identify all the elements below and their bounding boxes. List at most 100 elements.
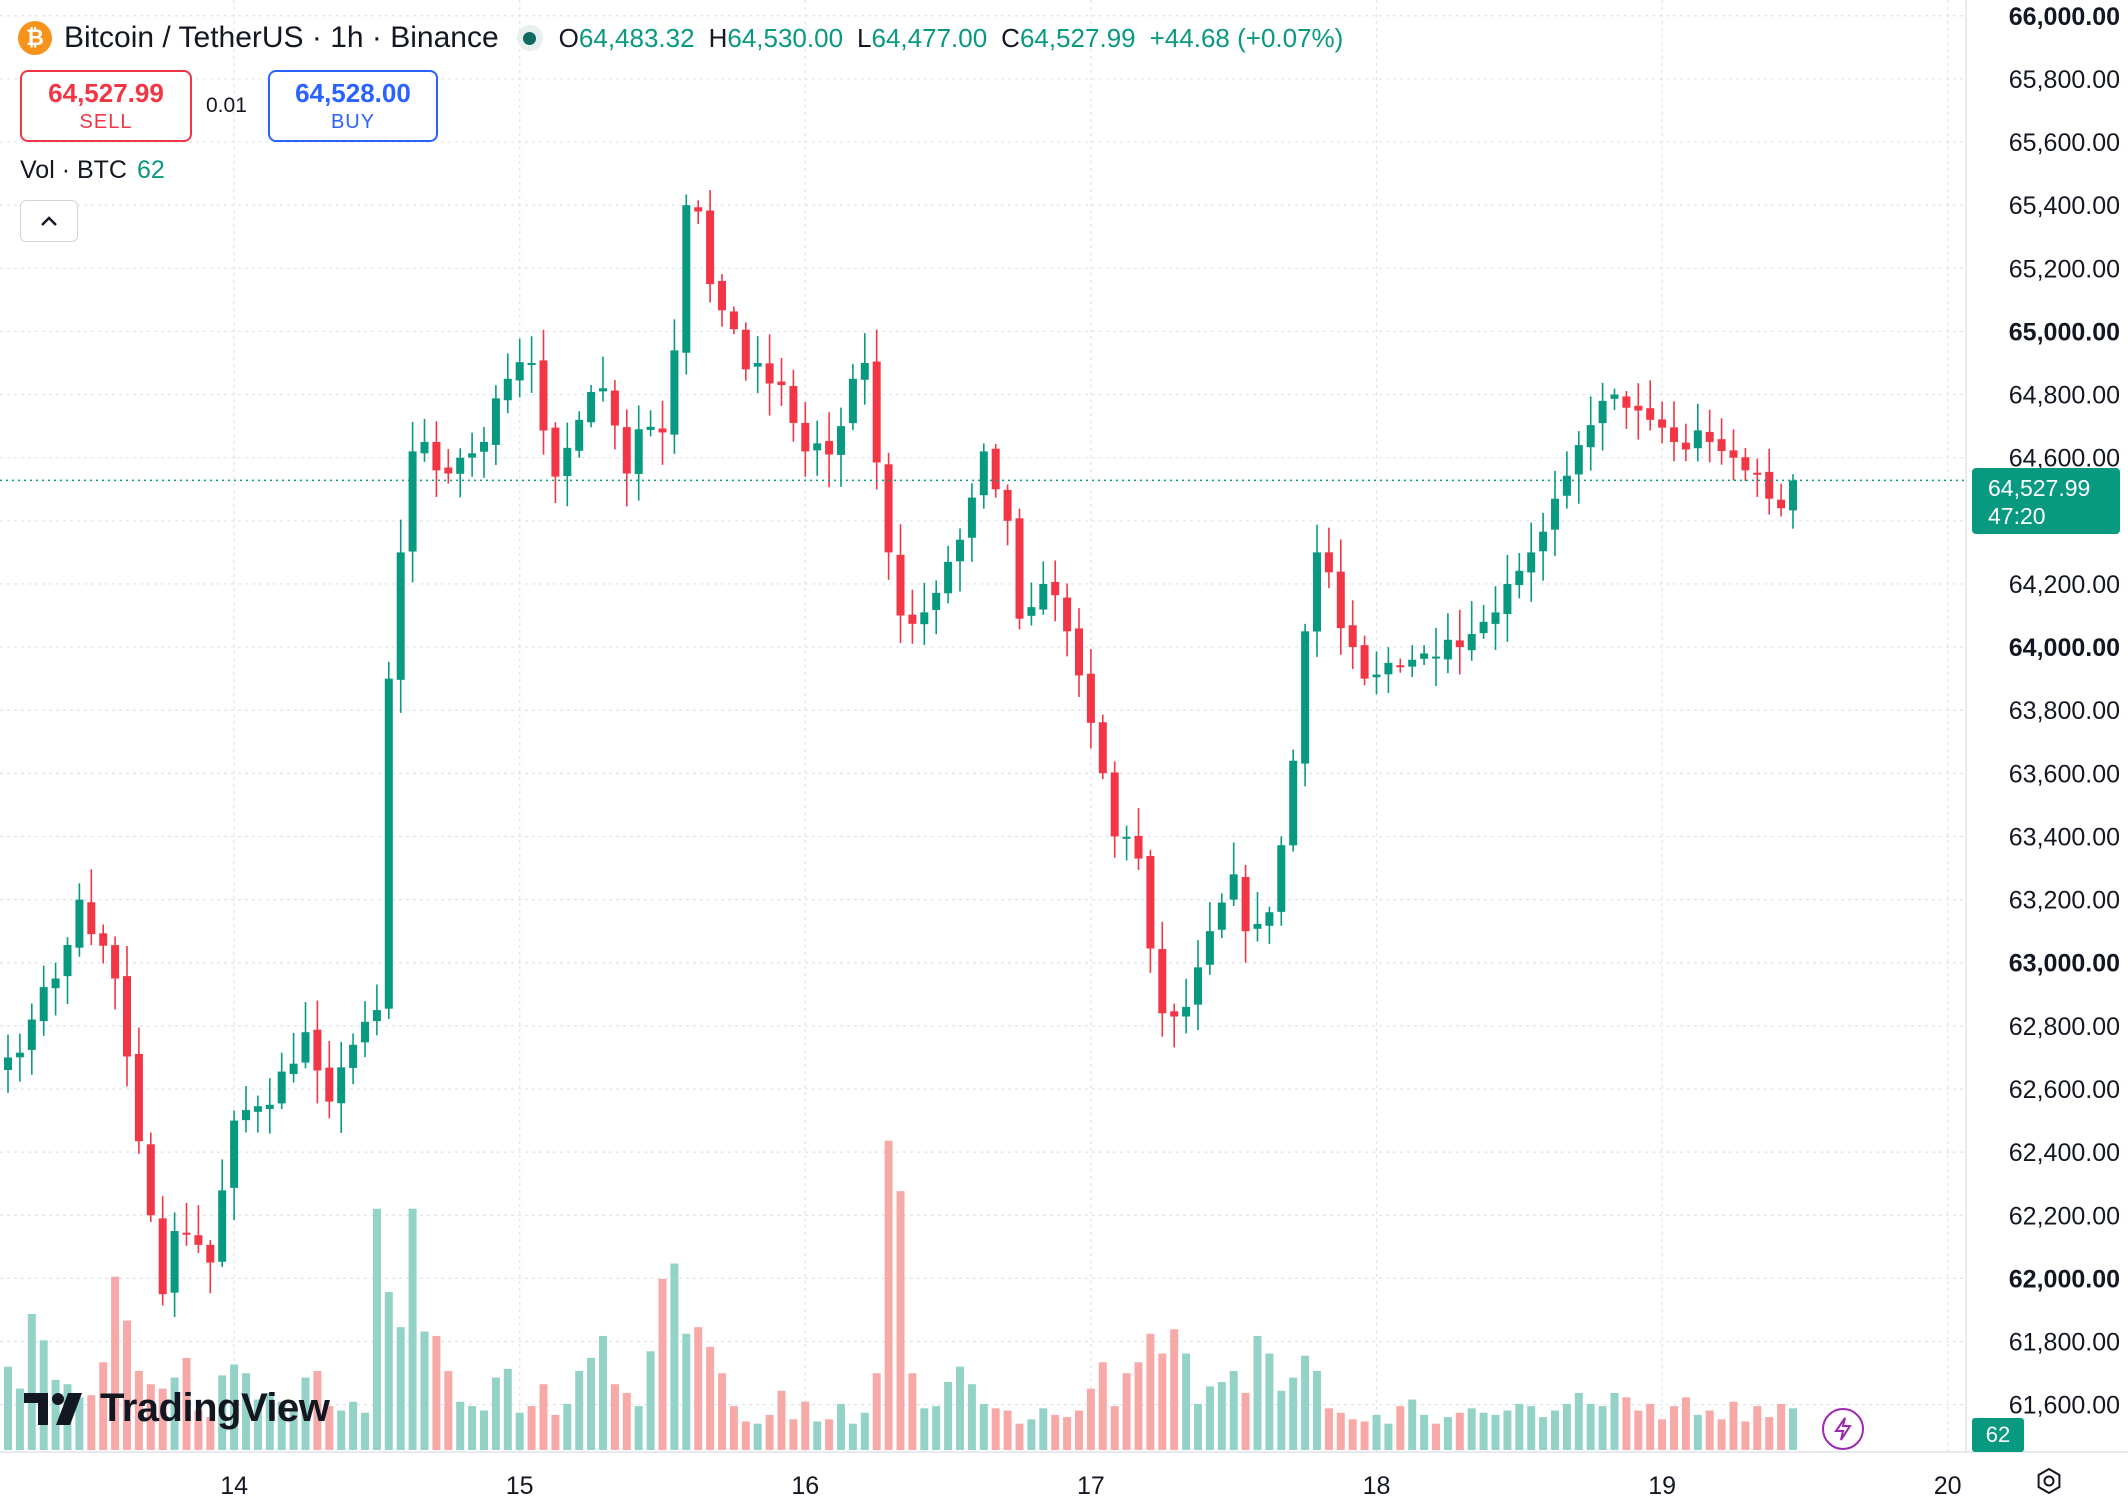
candle-body [1562, 475, 1571, 496]
price-tick-label: 65,600.00 [2009, 129, 2120, 157]
candle-body [813, 443, 822, 451]
candle-body [825, 440, 834, 455]
symbol-header[interactable]: ₿ Bitcoin / TetherUS · 1h · Binance O64,… [18, 18, 1343, 58]
candle-body [1396, 665, 1405, 668]
volume-bar [384, 1292, 393, 1450]
buy-price: 64,528.00 [295, 78, 411, 108]
volume-bar [729, 1406, 738, 1450]
price-tick-label: 62,600.00 [2009, 1076, 2120, 1104]
volume-bar [1134, 1362, 1143, 1450]
collapse-legend-button[interactable] [20, 200, 78, 242]
volume-bar [253, 1399, 262, 1450]
candle-body [1289, 760, 1298, 846]
candle-body [527, 363, 536, 365]
volume-bar [277, 1401, 286, 1450]
candle-body [349, 1044, 358, 1068]
volume-bar [1301, 1355, 1310, 1450]
volume-bar [967, 1384, 976, 1450]
volume-bar [801, 1401, 810, 1450]
candle-body [551, 427, 560, 477]
volume-bar [15, 1388, 24, 1450]
volume-bar [908, 1373, 917, 1450]
settings-icon[interactable] [2034, 1466, 2064, 1496]
volume-bar [408, 1208, 417, 1450]
volume-bar [468, 1406, 477, 1450]
candle-body [1360, 645, 1369, 679]
candle-body [563, 447, 572, 476]
volume-bar [87, 1395, 96, 1450]
candle-body [1789, 480, 1797, 511]
tradingview-logo[interactable]: TradingView [24, 1386, 330, 1431]
price-axis[interactable]: 61,600.00 61,800.00 62,000.00 62,200.00 62,4… [2009, 3, 2120, 1420]
volume-bar [682, 1333, 691, 1450]
candle-body [123, 976, 131, 1057]
volume-bar [1586, 1403, 1595, 1450]
candle-body [932, 592, 941, 611]
last-price-label: 64,527.99 47:20 [1972, 468, 2120, 534]
volume-bar [1777, 1403, 1786, 1450]
volume-bar [194, 1410, 203, 1450]
volume-bar [837, 1403, 845, 1450]
candle-body [979, 451, 988, 496]
candle-body [1646, 408, 1655, 420]
candle-body [39, 987, 48, 1022]
candle-body [1015, 518, 1024, 619]
volume-bar [813, 1421, 822, 1450]
flash-icon[interactable] [1822, 1408, 1864, 1450]
volume-bar [1324, 1408, 1333, 1450]
candle-body [1741, 457, 1750, 471]
candle-body [1515, 570, 1524, 586]
volume-bar [718, 1373, 726, 1450]
volume-bar [1515, 1403, 1524, 1450]
volume-bar [1229, 1371, 1238, 1450]
candle-body [1039, 583, 1048, 610]
candle-body [1348, 625, 1357, 648]
volume-bar [1420, 1414, 1429, 1450]
volume-bar [932, 1406, 941, 1450]
tradingview-wordmark: TradingView [100, 1386, 330, 1430]
volume-value: 62 [136, 156, 165, 184]
candle-body [75, 899, 84, 948]
volume-bar [265, 1392, 274, 1450]
candle-body [1777, 499, 1786, 509]
candle-body [408, 451, 417, 552]
ohlc-high: H64,530.00 [708, 22, 844, 53]
candle-body [789, 386, 798, 423]
volume-bar [218, 1375, 227, 1450]
volume-bar [1646, 1403, 1655, 1450]
volume-bar [944, 1382, 953, 1450]
candle-body [1324, 552, 1333, 573]
sell-button[interactable]: 64,527.99 SELL [20, 70, 192, 142]
candle-body [872, 361, 881, 463]
volume-bar [1551, 1410, 1559, 1450]
volume-bar [1003, 1410, 1012, 1450]
spread-value: 0.01 [206, 94, 247, 117]
volume-bar [956, 1366, 964, 1450]
price-tick-label: 62,400.00 [2009, 1139, 2120, 1167]
price-tick-label: 63,000.00 [2009, 950, 2120, 978]
volume-bar [503, 1368, 512, 1450]
candle-body [634, 429, 643, 474]
candle-body [658, 428, 667, 433]
candle-body [1086, 673, 1095, 723]
candle-body [1479, 621, 1488, 634]
volume-bar [979, 1403, 988, 1450]
candle-body [575, 419, 584, 451]
sell-label: SELL [79, 111, 133, 133]
chart-grid [0, 0, 1966, 1452]
candle-body [158, 1218, 167, 1295]
symbol-title[interactable]: Bitcoin / TetherUS · 1h · Binance [64, 21, 499, 54]
volume-bar [111, 1276, 120, 1450]
volume-legend[interactable]: Vol · BTC 62 [20, 156, 165, 185]
buy-button[interactable]: 64,528.00 BUY [268, 70, 438, 142]
volume-axis-label: 62 [1972, 1418, 2024, 1452]
volume-bar [1348, 1419, 1357, 1450]
candle-body [1241, 877, 1250, 932]
candle-body [801, 422, 810, 452]
volume-bar [539, 1384, 548, 1450]
candle-body [230, 1120, 239, 1188]
candle-body [182, 1232, 191, 1235]
time-axis[interactable]: 14 15 16 17 18 19 20 [220, 1472, 1961, 1500]
candle-body [15, 1052, 24, 1058]
